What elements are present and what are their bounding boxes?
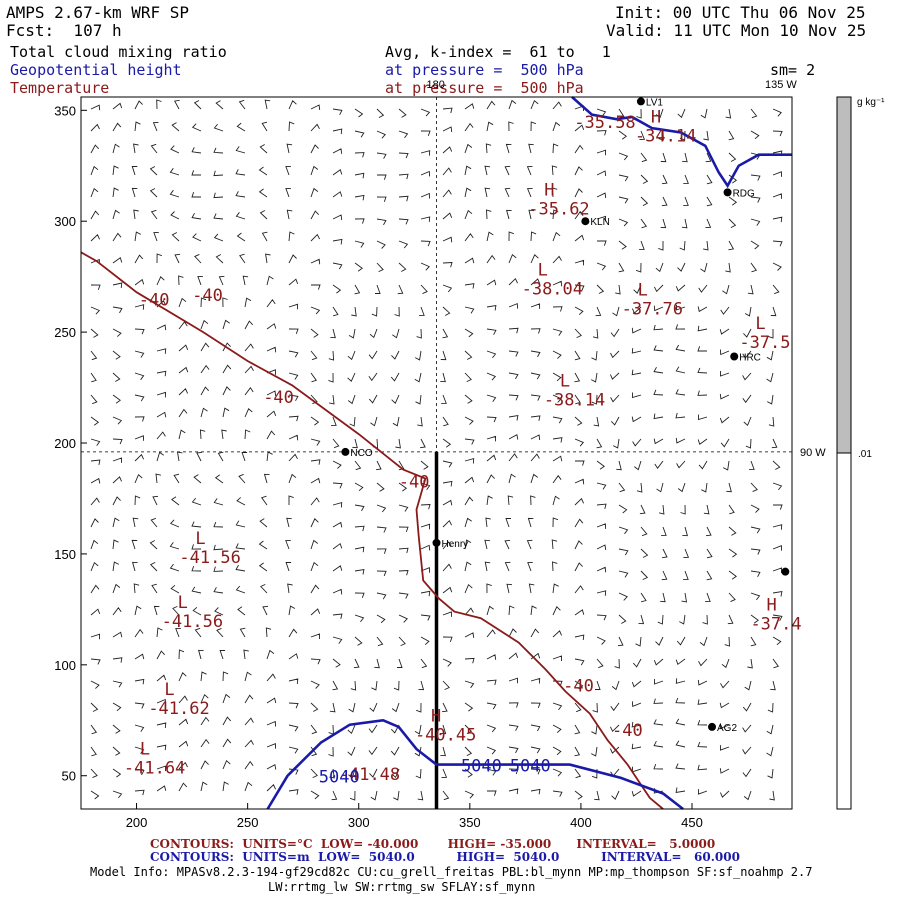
colorbar: g kg⁻¹ .01 [836, 96, 885, 810]
extremum-value: -41.64 [124, 759, 185, 779]
extremum-type: H [766, 595, 776, 615]
x-tick-label: 450 [681, 815, 703, 830]
x-tick-label: 250 [237, 815, 259, 830]
station-marker [581, 217, 590, 226]
height-contour-label: 5040 [461, 756, 502, 776]
x-tick-label: 200 [126, 815, 148, 830]
field-cloud-mixing: Total cloud mixing ratio [10, 43, 227, 61]
station-label: AG2 [717, 723, 737, 734]
station-marker [432, 538, 441, 547]
height-contour-1 [571, 96, 792, 189]
extremum-type: L [755, 314, 765, 334]
extremum-value: -41.56 [179, 548, 240, 568]
y-tick-label: 200 [54, 436, 76, 451]
extremum-type: H [431, 706, 441, 726]
lon-label-90w: 90 W [800, 447, 826, 459]
temperature-extremum-value: -35.58 [574, 113, 635, 133]
extremum-type: H [544, 181, 554, 201]
temperature-contour-label: -40 [139, 290, 170, 310]
temperature-extremum-value: -41.48 [339, 765, 400, 785]
station-label: LV1 [646, 97, 663, 108]
y-tick-label: 300 [54, 214, 76, 229]
lat-lon-grid: 180 135 W 90 W [81, 79, 826, 809]
station-marker [636, 97, 645, 106]
wind-barbs [90, 99, 783, 801]
extremum-value: -41.62 [148, 699, 209, 719]
pressure-label-temperature: at pressure = 500 hPa [385, 79, 584, 97]
footer-contours-temperature: CONTOURS: UNITS=°C LOW= -40.000 HIGH= -3… [150, 837, 716, 851]
footer-model-info-2: LW:rrtmg_lw SW:rrtmg_sw SFLAY:sf_mynn [268, 880, 536, 894]
colorbar-empty [837, 453, 851, 809]
forecast-hour: Fcst: 107 h [6, 21, 122, 40]
height-contour-label: 5040 [319, 767, 360, 787]
extremum-type: H [651, 107, 661, 127]
extremum-type: L [638, 280, 648, 300]
field-geopotential: Geopotential height [10, 61, 182, 79]
y-tick-label: 100 [54, 658, 76, 673]
station-markers: NCO Henry KLN RDG HRC AG2 LV1 [341, 97, 790, 734]
temperature-contour [80, 251, 664, 810]
y-tick-label: 150 [54, 547, 76, 562]
extremum-value: -40.45 [415, 725, 476, 745]
smoothing-label: sm= 2 [770, 61, 816, 79]
lon-label-180: 180 [427, 79, 445, 91]
y-tick-label: 250 [54, 325, 76, 340]
temperature-contour-label: -40 [192, 286, 223, 306]
y-tick-label: 50 [62, 769, 76, 784]
model-title: AMPS 2.67-km WRF SP [6, 3, 190, 22]
station-marker [708, 722, 717, 731]
extremum-value: -37.5 [739, 333, 790, 353]
plot-frame [80, 96, 793, 810]
station-label: Henry [442, 539, 469, 550]
station-marker [781, 567, 790, 576]
extremum-value: -34.14 [635, 126, 696, 146]
station-label: HRC [739, 353, 761, 364]
contour-labels: L-41.56L-41.56L-41.62L-41.64L-38.04 L-37.… [124, 107, 802, 787]
x-tick-label: 400 [570, 815, 592, 830]
extremum-value: -37.4 [750, 614, 801, 634]
field-temperature: Temperature [10, 79, 110, 97]
temperature-contour-label: -40 [563, 676, 594, 696]
x-tick-label: 350 [459, 815, 481, 830]
extremum-type: L [140, 740, 150, 760]
height-contour-0 [266, 718, 684, 811]
station-marker [730, 352, 739, 361]
extremum-value: -35.62 [528, 200, 589, 220]
contour-lines [80, 96, 792, 811]
extremum-value: -41.56 [162, 612, 223, 632]
lon-label-135w: 135 W [765, 79, 797, 91]
x-tick-label: 300 [348, 815, 370, 830]
y-tick-label: 350 [54, 103, 76, 118]
station-label: NCO [350, 448, 372, 459]
extremum-value: -38.14 [544, 390, 605, 410]
extremum-value: -38.04 [522, 280, 583, 300]
footer-contours-height: CONTOURS: UNITS=m LOW= 5040.0 HIGH= 5040… [150, 850, 740, 864]
k-index-label: Avg, k-index = 61 to 1 [385, 43, 611, 61]
height-contour-label: 5040 [510, 756, 551, 776]
extremum-type: L [178, 593, 188, 613]
extremum-type: L [164, 680, 174, 700]
station-label: RDG [733, 188, 755, 199]
station-label: KLN [590, 217, 609, 228]
extremum-value: -37.76 [622, 299, 683, 319]
station-marker [723, 188, 732, 197]
extremum-type: L [560, 371, 570, 391]
station-marker [341, 447, 350, 456]
colorbar-label: .01 [858, 449, 872, 460]
wind-barb-field [90, 99, 783, 801]
colorbar-unit: g kg⁻¹ [857, 97, 885, 108]
temperature-contour-label: -40 [263, 388, 294, 408]
extremum-type: L [195, 529, 205, 549]
pressure-label-height: at pressure = 500 hPa [385, 61, 584, 79]
temperature-contour-label: -40 [612, 721, 643, 741]
footer-model-info: Model Info: MPASv8.2.3-194-gf29cd82c CU:… [90, 865, 813, 879]
axes: 200 250 300 350 400 450 50 100 150 200 250 300 350 [54, 103, 703, 830]
init-time: Init: 00 UTC Thu 06 Nov 25 [615, 3, 866, 22]
temperature-contour-label: -40 [399, 472, 430, 492]
extremum-type: L [538, 261, 548, 281]
valid-time: Valid: 11 UTC Mon 10 Nov 25 [606, 21, 867, 40]
colorbar-fill [837, 97, 851, 453]
